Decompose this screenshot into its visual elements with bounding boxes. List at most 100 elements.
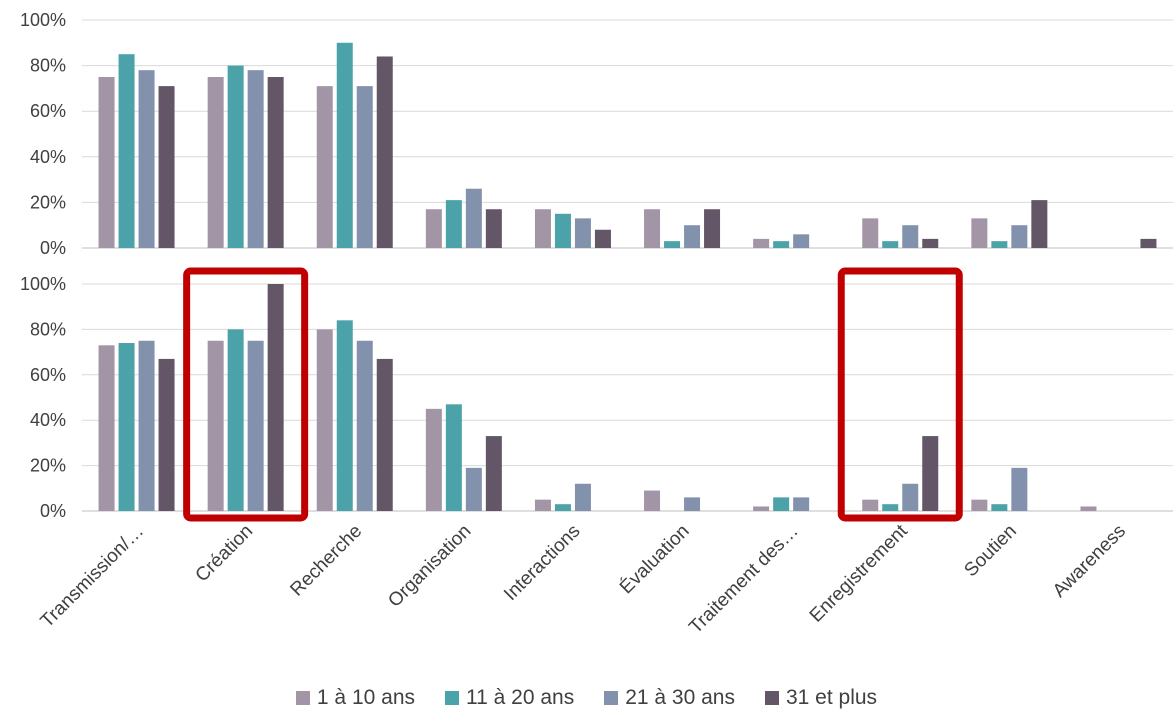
bar	[98, 345, 115, 511]
y-tick-label: 80%	[30, 319, 66, 339]
bar	[594, 229, 611, 248]
bar	[376, 358, 393, 511]
bar	[554, 504, 571, 511]
bar	[793, 234, 810, 248]
category-label: Soutien	[960, 521, 1020, 581]
y-tick-label: 40%	[30, 410, 66, 430]
bar	[574, 483, 591, 511]
y-tick-label: 100%	[20, 274, 66, 294]
bar	[267, 284, 284, 511]
bar	[922, 436, 939, 511]
bar	[1031, 200, 1048, 248]
category-label: Interactions	[500, 521, 584, 605]
bar	[316, 86, 333, 249]
y-tick-label: 0%	[40, 238, 66, 258]
legend-label: 11 à 20 ans	[466, 686, 575, 709]
category-label: Organisation	[384, 521, 475, 612]
bar	[684, 497, 701, 511]
bar	[118, 54, 135, 249]
bottom-panel: 0% 20% 40% 60% 80% 100%	[20, 274, 1173, 521]
category-label: Enregistrement	[806, 520, 912, 626]
y-tick-label: 60%	[30, 101, 66, 121]
bar	[922, 238, 939, 248]
legend-item: 1 à 10 ans	[295, 686, 416, 710]
bar	[336, 42, 353, 248]
y-tick-label: 40%	[30, 147, 66, 167]
bar	[158, 358, 175, 511]
category-labels: Transmission/… Création Recherche Organisat…	[37, 520, 1130, 638]
legend-item: 11 à 20 ans	[445, 686, 574, 710]
bar	[425, 408, 442, 511]
bar	[485, 436, 502, 511]
bar	[207, 77, 224, 248]
bar	[773, 241, 790, 248]
bar-chart: 0% 20% 40% 60% 80% 100% 0% 20% 40% 60% 80% 100% Tr…	[20, 10, 1173, 638]
bar	[158, 86, 175, 249]
top-panel: 0% 20% 40% 60% 80% 100%	[20, 10, 1173, 258]
bar	[862, 499, 879, 511]
bar	[1140, 238, 1157, 248]
bar	[316, 329, 333, 511]
legend: 1 à 10 ans 11 à 20 ans 21 à 30 ans 31 et pl…	[0, 686, 1173, 710]
bar	[793, 497, 810, 511]
bar	[356, 340, 373, 511]
bar	[465, 467, 482, 511]
bar	[1011, 225, 1028, 248]
bar	[356, 86, 373, 249]
category-label: Recherche	[286, 521, 366, 601]
bar	[644, 209, 661, 248]
bar	[227, 329, 244, 511]
bar	[336, 320, 353, 511]
y-tick-label: 0%	[40, 501, 66, 521]
bar	[753, 238, 770, 248]
highlight-boxes	[183, 267, 963, 522]
bar	[862, 218, 879, 248]
bar	[267, 77, 284, 248]
legend-item: 21 à 30 ans	[604, 686, 735, 710]
legend-swatch	[445, 691, 460, 705]
bar	[554, 213, 571, 248]
legend-swatch	[295, 691, 310, 705]
bar	[902, 225, 919, 248]
bar	[485, 209, 502, 248]
bar	[207, 340, 224, 511]
bar	[991, 504, 1008, 511]
bar	[247, 70, 264, 248]
bar	[902, 483, 919, 511]
bar	[773, 497, 790, 511]
category-label: Transmission/…	[37, 521, 148, 632]
legend-swatch	[604, 691, 619, 705]
category-label: Awareness	[1049, 521, 1130, 602]
y-tick-label: 60%	[30, 365, 66, 385]
bar	[376, 56, 393, 249]
y-tick-label: 80%	[30, 56, 66, 76]
bar	[882, 241, 899, 248]
bar	[445, 404, 462, 511]
highlight-box	[183, 267, 309, 522]
bar	[227, 65, 244, 248]
legend-label: 1 à 10 ans	[316, 686, 416, 709]
bar	[684, 225, 701, 248]
bar	[971, 499, 988, 511]
bar	[991, 241, 1008, 248]
bar	[425, 209, 442, 248]
bar	[1080, 506, 1097, 511]
bar	[465, 188, 482, 248]
bar	[644, 490, 661, 511]
bar	[445, 200, 462, 248]
highlight-box	[837, 267, 963, 522]
bar	[1011, 467, 1028, 511]
legend-label: 21 à 30 ans	[625, 686, 735, 709]
bar	[574, 218, 591, 248]
y-tick-label: 20%	[30, 192, 66, 212]
category-label: Traitement des…	[685, 521, 802, 638]
bar	[753, 506, 770, 511]
bar	[534, 499, 551, 511]
bar	[247, 340, 264, 511]
bar	[704, 209, 721, 248]
y-tick-label: 20%	[30, 456, 66, 476]
y-tick-label: 100%	[20, 10, 66, 30]
bar	[138, 340, 155, 511]
bar	[98, 77, 115, 248]
legend-label: 31 et plus	[785, 686, 878, 709]
